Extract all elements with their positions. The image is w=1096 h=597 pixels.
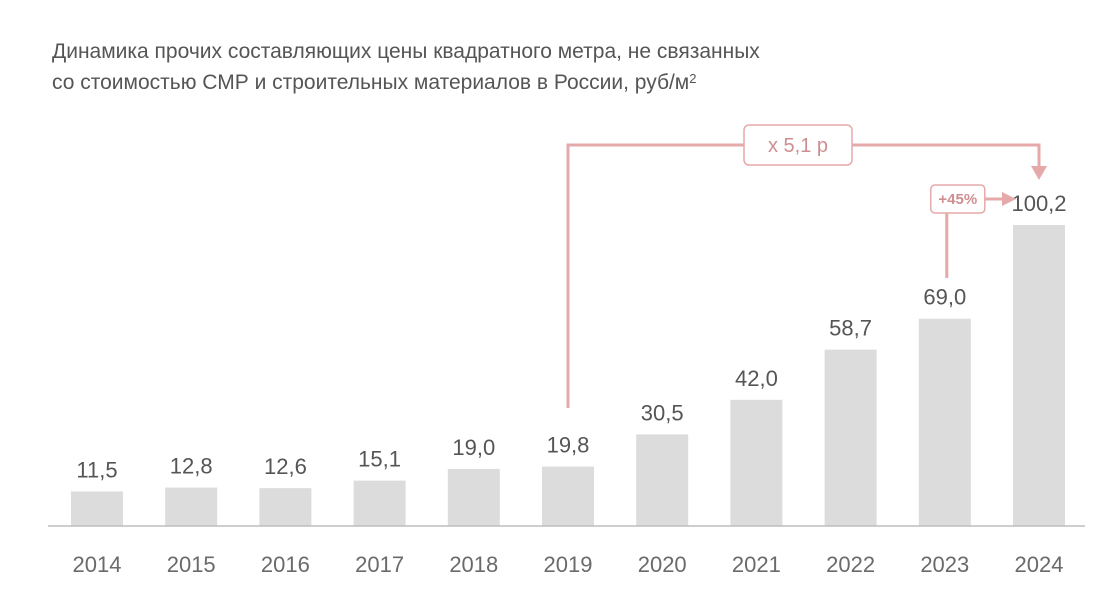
bar-2019 [542,466,594,526]
x-tick-2024: 2024 [1015,552,1064,577]
bar-2015 [165,487,218,526]
x-tick-2021: 2021 [732,552,781,577]
bar-2022 [824,349,877,526]
chart-title: Динамика прочих составляющих цены квадра… [52,36,952,98]
growth-label-text: x 5,1 р [768,135,828,157]
growth-arrow-right-line [852,143,1041,168]
bar-2017 [353,480,406,526]
x-tick-2020: 2020 [638,552,687,577]
value-label-2022: 58,7 [829,316,872,341]
yoy-arrow-head [1002,192,1016,206]
growth-label-box [743,124,853,166]
value-label-2024: 100,2 [1011,191,1066,216]
annotations-group: x 5,1 р +45% [566,124,1047,408]
value-label-2015: 12,8 [170,454,213,479]
x-tick-2015: 2015 [167,552,216,577]
x-tick-2014: 2014 [73,552,122,577]
value-label-2021: 42,0 [735,366,778,391]
chart-title-superscript: 2 [689,71,697,86]
x-tick-2018: 2018 [449,552,498,577]
bar-2021 [730,399,783,526]
chart-title-line1: Динамика прочих составляющих цены квадра… [52,40,760,63]
x-tick-2023: 2023 [920,552,969,577]
growth-arrow-head [1031,166,1047,180]
chart-title-line2-text: со стоимостью СМР и строительных материа… [52,71,690,94]
value-label-2016: 12,6 [264,454,307,479]
value-label-2023: 69,0 [923,285,966,310]
value-label-2017: 15,1 [358,447,401,472]
chart-title-line2: со стоимостью СМР и строительных материа… [52,67,952,98]
yoy-label-text: +45% [938,191,977,208]
x-tick-2022: 2022 [826,552,875,577]
bar-2024 [1013,225,1065,526]
bar-2020 [636,434,689,526]
value-label-2020: 30,5 [641,400,684,425]
growth-arrow-left-line [566,143,744,408]
value-label-2014: 11,5 [76,457,117,482]
value-label-2019: 19,8 [547,433,590,458]
value-label-2018: 19,0 [452,435,495,460]
x-tick-2017: 2017 [355,552,404,577]
bar-2014 [71,491,123,526]
bar-2023 [918,318,971,526]
bar-2016 [259,488,312,526]
x-tick-labels: 2014 2015 2016 2017 2018 2019 2020 2021 2022 2023… [73,552,1064,577]
x-tick-2019: 2019 [544,552,593,577]
bar-2018 [447,468,500,526]
yoy-label-box [930,184,986,214]
bars-group: 11,5 12,8 12,6 15,1 19,0 19,8 30,5 42,0 58,7 69,0… [71,191,1067,526]
x-tick-2016: 2016 [261,552,310,577]
